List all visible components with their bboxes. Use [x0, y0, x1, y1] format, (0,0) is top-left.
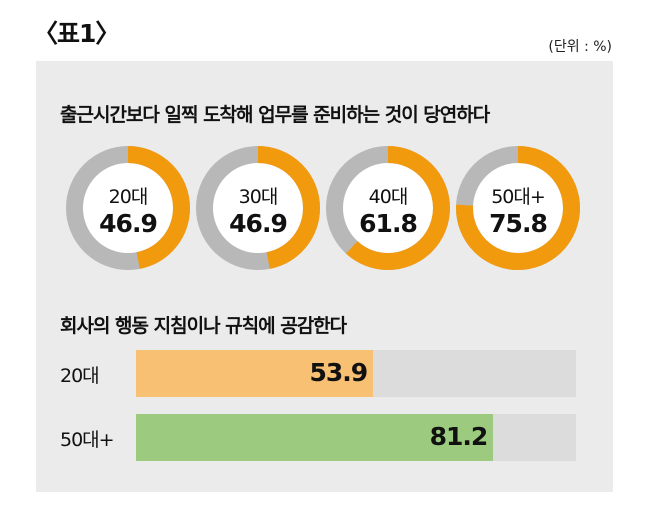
donut-value-label: 61.8: [359, 209, 417, 238]
donut-value-arc: [456, 146, 580, 270]
donut-value-arc: [196, 146, 320, 270]
unit-label: (단위 : %): [548, 39, 612, 55]
bar-category-label: 20대: [60, 365, 100, 387]
donut-section-title: 출근시간보다 일찍 도착해 업무를 준비하는 것이 당연하다: [60, 104, 490, 126]
donut-value-arc: [66, 146, 190, 270]
donut-value-label: 75.8: [489, 209, 547, 238]
bar: 53.9: [136, 350, 374, 397]
bar: 81.2: [136, 414, 494, 461]
donut-value-label: 46.9: [99, 209, 157, 238]
donut-3: 50대+75.8: [456, 146, 580, 270]
donut-category-label: 50대+: [491, 186, 545, 208]
bar-category-label: 50대+: [60, 429, 115, 451]
bar-section-title: 회사의 행동 지침이나 규칙에 공감한다: [60, 315, 347, 337]
donut-value-arc: [326, 146, 450, 270]
donut-category-label: 30대: [239, 186, 278, 208]
bar-value-label: 81.2: [429, 422, 489, 451]
donut-category-label: 20대: [109, 186, 148, 208]
table-title: 〈표1〉: [33, 19, 120, 48]
bar-track: 81.2: [136, 414, 576, 461]
bar-value-label: 53.9: [309, 358, 368, 387]
bar-track: 53.9: [136, 350, 576, 397]
donut-category-label: 40대: [369, 186, 408, 208]
donut-value-label: 46.9: [229, 209, 287, 238]
